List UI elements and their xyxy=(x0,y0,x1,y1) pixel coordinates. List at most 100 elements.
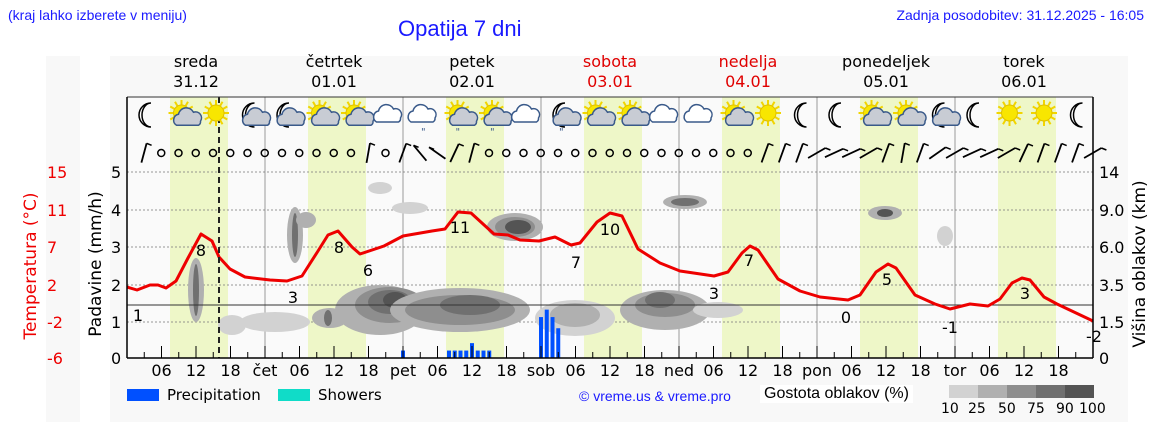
sun-cloud-rain-icon: " xyxy=(479,100,513,138)
moon-icon xyxy=(138,102,152,128)
day-date: 02.01 xyxy=(449,72,495,91)
day-header-2: petek 02.01 xyxy=(403,52,541,92)
svg-text:0: 0 xyxy=(111,349,121,368)
cloud-icon xyxy=(372,103,403,123)
svg-text:06: 06 xyxy=(565,361,585,380)
density-label: 25 xyxy=(968,401,986,417)
svg-text:8: 8 xyxy=(334,238,344,257)
sun-cloud-icon xyxy=(893,100,927,126)
svg-text:11: 11 xyxy=(47,201,67,220)
day-date: 03.01 xyxy=(587,72,633,91)
svg-text:ned: ned xyxy=(664,361,694,380)
svg-text:18: 18 xyxy=(358,361,378,380)
svg-text:čet: čet xyxy=(253,361,278,380)
svg-text:3: 3 xyxy=(1020,284,1030,303)
svg-text:06: 06 xyxy=(289,361,309,380)
density-swatch-2 xyxy=(1007,385,1036,398)
svg-text:-6: -6 xyxy=(47,349,63,368)
sun-icon xyxy=(203,100,229,126)
density-label: 90 xyxy=(1056,401,1074,417)
density-swatch-3 xyxy=(1036,385,1065,398)
density-swatch-1 xyxy=(978,385,1007,398)
precipitation-legend-label: Precipitation xyxy=(167,386,261,404)
cloud-icon xyxy=(683,103,713,123)
moon-cloud-icon xyxy=(276,102,306,128)
svg-text:12: 12 xyxy=(1014,361,1034,380)
day-date: 04.01 xyxy=(725,72,771,91)
svg-text:14: 14 xyxy=(1099,163,1119,182)
svg-text:12: 12 xyxy=(186,361,206,380)
sun-cloud-icon xyxy=(341,100,375,126)
temperature-line xyxy=(126,210,1094,323)
svg-text:06: 06 xyxy=(151,361,171,380)
day-date: 01.01 xyxy=(311,72,357,91)
density-label: 75 xyxy=(1027,401,1045,417)
svg-text:0: 0 xyxy=(841,308,851,327)
sun-icon xyxy=(1031,100,1057,126)
svg-text:5: 5 xyxy=(111,163,121,182)
svg-text:15: 15 xyxy=(47,163,67,182)
svg-text:sob: sob xyxy=(527,361,555,380)
svg-text:4: 4 xyxy=(111,201,121,220)
day-header-0: sreda 31.12 xyxy=(127,52,265,92)
svg-text:18: 18 xyxy=(220,361,240,380)
svg-text:pet: pet xyxy=(390,361,416,380)
day-name: torek xyxy=(1003,52,1045,71)
moon-icon xyxy=(828,102,842,128)
svg-text:18: 18 xyxy=(496,361,516,380)
day-header-1: četrtek 01.01 xyxy=(265,52,403,92)
svg-text:7: 7 xyxy=(744,251,754,270)
svg-text:18: 18 xyxy=(772,361,792,380)
svg-text:7: 7 xyxy=(571,253,581,272)
svg-text:": " xyxy=(559,127,564,138)
svg-text:06: 06 xyxy=(427,361,447,380)
svg-text:3: 3 xyxy=(111,238,121,257)
svg-text:12: 12 xyxy=(462,361,482,380)
svg-text:06: 06 xyxy=(703,361,723,380)
day-header-5: ponedeljek 05.01 xyxy=(817,52,955,92)
svg-text:6: 6 xyxy=(363,261,373,280)
weather-icons-row: " " " " xyxy=(138,100,1083,138)
sun-cloud-icon xyxy=(858,100,893,126)
svg-text:12: 12 xyxy=(738,361,758,380)
precipitation-swatch xyxy=(127,389,159,401)
svg-text:3.5: 3.5 xyxy=(1099,276,1124,295)
temp-axis-ticks: 15 11 7 2 -2 -6 xyxy=(47,163,67,368)
temp-axis-label: Temperatura (°C) xyxy=(21,192,41,340)
moon-cloud-rain-icon: " xyxy=(552,102,582,138)
svg-text:0: 0 xyxy=(1099,349,1109,368)
last-update: Zadnja posodobitev: 31.12.2025 - 16:05 xyxy=(896,7,1144,23)
day-name: ponedeljek xyxy=(842,52,930,71)
svg-text:-2: -2 xyxy=(47,313,63,332)
showers-swatch xyxy=(278,389,310,401)
svg-text:06: 06 xyxy=(979,361,999,380)
svg-text:06: 06 xyxy=(841,361,861,380)
day-name: sobota xyxy=(582,52,638,71)
svg-text:-2: -2 xyxy=(1086,327,1102,346)
day-name: nedelja xyxy=(718,52,778,71)
svg-text:1.5: 1.5 xyxy=(1099,313,1124,332)
svg-text:10: 10 xyxy=(600,220,620,239)
sun-cloud-icon xyxy=(306,100,341,126)
sun-cloud-icon xyxy=(720,100,755,126)
day-name: sreda xyxy=(173,52,219,71)
density-swatch-4 xyxy=(1065,385,1094,398)
moon-icon xyxy=(1069,102,1083,128)
svg-text:5: 5 xyxy=(882,270,892,289)
svg-text:-1: -1 xyxy=(942,318,958,337)
moon-icon xyxy=(793,102,807,128)
svg-text:3: 3 xyxy=(288,288,298,307)
x-axis-ticks: 06 12 18 čet 06 12 18 pet 06 12 18 sob 06 12 18 ned 06 12… xyxy=(126,346,1094,380)
svg-text:6.0: 6.0 xyxy=(1099,238,1124,257)
cloud-axis-ticks: 14 9.0 6.0 3.5 1.5 0 xyxy=(1099,163,1124,368)
sun-cloud-rain-icon: " xyxy=(444,100,479,138)
svg-text:18: 18 xyxy=(1048,361,1068,380)
copyright-link[interactable]: © vreme.us & vreme.pro xyxy=(579,388,731,404)
svg-text:8: 8 xyxy=(196,241,206,260)
svg-text:tor: tor xyxy=(944,361,967,380)
svg-text:12: 12 xyxy=(600,361,620,380)
day-date: 06.01 xyxy=(1001,72,1047,91)
density-label: 100 xyxy=(1079,401,1106,417)
